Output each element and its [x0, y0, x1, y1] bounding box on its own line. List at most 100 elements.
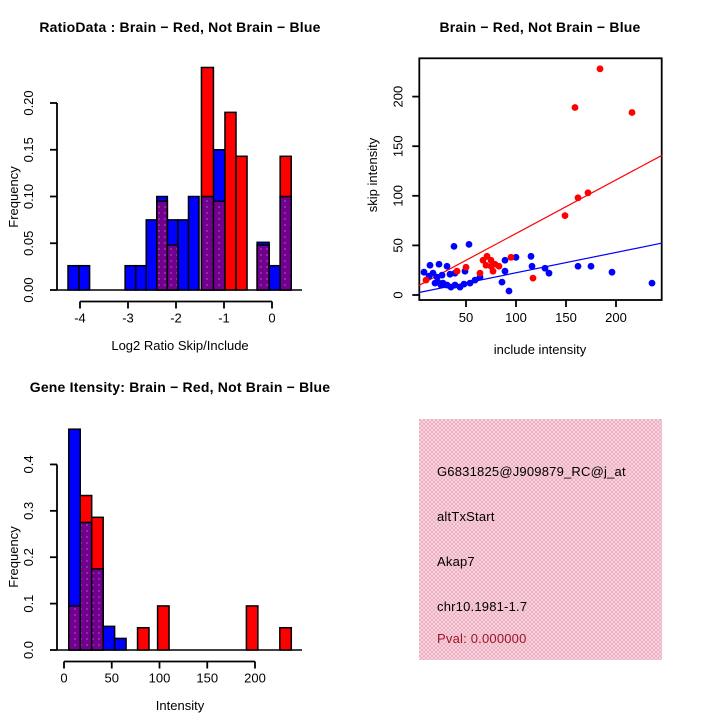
x-tick-label: -4	[74, 311, 86, 326]
scatter-point-red	[495, 262, 503, 270]
scatter-point-blue	[450, 242, 458, 250]
hist-bar-overlap	[200, 195, 215, 291]
scatter-point-blue	[426, 261, 434, 269]
hist-bar-blue	[67, 264, 80, 291]
hist-bar-blue	[102, 625, 116, 651]
panel-gene-histogram: 0 50 100 150 200 0.0 0.1 0.2 0.3 0.4 Gene Itensit…	[0, 360, 360, 720]
x-tick-label: -3	[122, 311, 134, 326]
scatter-point-blue	[471, 276, 479, 284]
x-tick-label: -2	[170, 311, 182, 326]
hist-bar-blue	[124, 264, 137, 291]
x-tick-label: 150	[555, 310, 577, 325]
hist-bar-red	[245, 605, 259, 651]
scatter-point-blue	[505, 287, 513, 295]
y-tick-label: 0.00	[21, 277, 36, 302]
hist-bar-red	[235, 155, 248, 291]
hist-bar-overlap	[166, 244, 179, 291]
hist-bar-red	[279, 626, 293, 651]
hist-bar-red	[136, 626, 150, 651]
scatter-point-red	[507, 253, 515, 261]
scatter-point-blue	[501, 256, 509, 264]
hist-bar-overlap	[90, 568, 104, 651]
probe-id-text: G6831825@J909879_RC@j_at	[437, 464, 626, 479]
y-tick-label: 0.05	[21, 231, 36, 256]
info-box: G6831825@J909879_RC@j_at altTxStart Akap…	[419, 419, 662, 660]
x-tick-label: 200	[605, 310, 627, 325]
hist-bar-overlap	[156, 200, 169, 291]
panel-ratio-histogram: -4 -3 -2 -1 0 0.00 0.05 0.10 0.15 0.20 RatioData …	[0, 0, 360, 360]
hist-bar-red	[200, 66, 215, 198]
scatter-point-blue	[608, 268, 616, 276]
pval-text: Pval: 0.000000	[437, 631, 527, 646]
scatter-point-red	[596, 65, 604, 73]
x-tick-label: 50	[459, 310, 473, 325]
hist-bar-blue	[78, 264, 91, 291]
hist-bar-blue	[268, 264, 281, 291]
scatter-point-red	[529, 274, 537, 282]
ratio-hist-canvas: -4 -3 -2 -1 0 0.00 0.05 0.10 0.15 0.20	[21, 66, 302, 326]
hist-bar-red	[90, 516, 104, 570]
hist-bar-blue	[113, 637, 127, 651]
scatter-point-blue	[648, 279, 656, 287]
plot-box	[418, 57, 663, 301]
scatter-ylabel: skip intensity	[365, 137, 380, 213]
hist-bar-red	[279, 155, 292, 198]
x-tick-label: 50	[105, 671, 119, 686]
hist-bar-blue	[134, 264, 147, 291]
scatter-point-blue	[498, 278, 506, 286]
y-tick-label: 0.2	[21, 548, 36, 566]
scatter-point-blue	[460, 280, 468, 288]
y-tick-label: 100	[390, 185, 405, 207]
y-tick-label: 200	[390, 86, 405, 108]
scatter-point-blue	[420, 268, 428, 276]
x-tick-label: 100	[149, 671, 171, 686]
panel-scatter: 50 100 150 200 0 50 100 150 200 Brain − Red, Not…	[360, 0, 720, 360]
gene-hist-canvas: 0 50 100 150 200 0.0 0.1 0.2 0.3 0.4	[21, 428, 302, 686]
x-tick-label: 100	[505, 310, 527, 325]
x-tick-label: 0	[60, 671, 67, 686]
splice-type-text: altTxStart	[437, 509, 495, 524]
x-tick-label: 150	[196, 671, 218, 686]
scatter-point-blue	[438, 271, 446, 279]
scatter-point-blue	[443, 262, 451, 270]
locus-text: chr10.1981-1.7	[437, 599, 528, 614]
scatter-point-red	[571, 104, 579, 111]
hist-bar-overlap	[212, 200, 226, 291]
hist-bar-overlap	[79, 521, 93, 651]
y-tick-label: 50	[390, 238, 405, 252]
scatter-point-blue	[435, 260, 443, 268]
y-tick-label: 0.10	[21, 184, 36, 209]
y-tick-label: 0.1	[21, 595, 36, 613]
scatter-point-red	[628, 109, 636, 116]
hist-bar-blue	[187, 195, 200, 291]
hist-bar-red	[79, 494, 93, 524]
scatter-point-blue	[527, 252, 535, 260]
x-tick-label: 200	[244, 671, 266, 686]
scatter-xlabel: include intensity	[493, 342, 587, 357]
y-tick-label: 0.3	[21, 502, 36, 520]
fit-line-brain-red	[418, 154, 663, 286]
hist-bar-blue	[145, 219, 158, 291]
scatter-point-red	[584, 189, 592, 197]
scatter-title: Brain − Red, Not Brain − Blue	[439, 19, 641, 35]
hist-bar-blue	[177, 219, 190, 291]
hist-bar-red	[156, 605, 170, 651]
y-tick-label: 150	[390, 135, 405, 157]
scatter-point-blue	[541, 264, 549, 272]
scatter-point-blue	[528, 262, 536, 270]
gene-symbol-text: Akap7	[437, 554, 475, 569]
scatter-point-red	[422, 276, 430, 284]
scatter-point-red	[462, 263, 470, 271]
gene-hist-ylabel: Frequency	[6, 526, 21, 588]
gene-hist-title: Gene Itensity: Brain − Red, Not Brain − …	[29, 379, 331, 395]
x-tick-label: 0	[268, 311, 275, 326]
x-tick-label: -1	[218, 311, 230, 326]
scatter-point-red	[574, 194, 582, 202]
y-tick-label: 0.0	[21, 641, 36, 659]
hist-bar-red	[224, 111, 237, 291]
hist-bar-overlap	[256, 244, 270, 291]
scatter-point-blue	[466, 279, 474, 287]
scatter-point-blue	[587, 262, 595, 270]
y-tick-label: 0.20	[21, 90, 36, 115]
scatter-point-blue	[574, 262, 582, 270]
